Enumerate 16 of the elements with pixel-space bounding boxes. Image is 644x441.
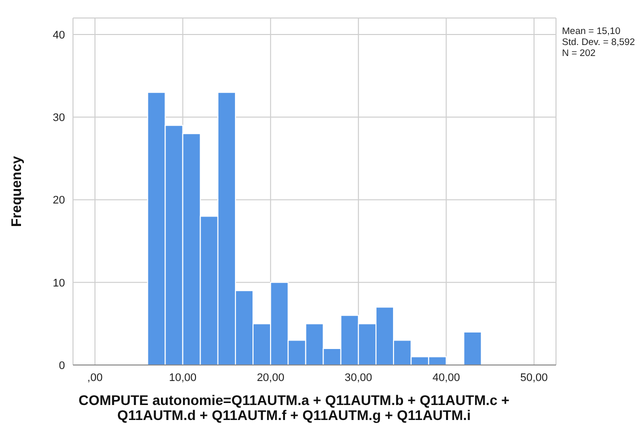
- y-axis-title: Frequency: [8, 156, 24, 227]
- x-axis-title: COMPUTE autonomie=Q11AUTM.a + Q11AUTM.b + Q11AUTM.c + Q11AUTM.d + Q11AUTM.f + Q11AUTM.g + Q11AUTM.i: [78, 392, 510, 423]
- x-tick-label: ,00: [87, 372, 103, 384]
- y-tick-label: 10: [52, 277, 65, 290]
- text: Std. Dev. = 8,592: [562, 37, 635, 48]
- x-tick-label: 40,00: [432, 372, 460, 384]
- y-tick-label: 0: [58, 360, 65, 372]
- text: N = 202: [562, 48, 597, 59]
- y-tick-label: 30: [52, 112, 65, 124]
- x-tick-label: 50,00: [520, 372, 548, 384]
- y-tick-label: 20: [52, 194, 65, 207]
- text: Mean = 15,10: [562, 26, 622, 37]
- y-tick-label: 40: [52, 29, 65, 42]
- x-tick-label: 20,00: [256, 372, 284, 384]
- x-tick-label: 30,00: [344, 372, 372, 384]
- x-tick-label: 10,00: [169, 372, 197, 384]
